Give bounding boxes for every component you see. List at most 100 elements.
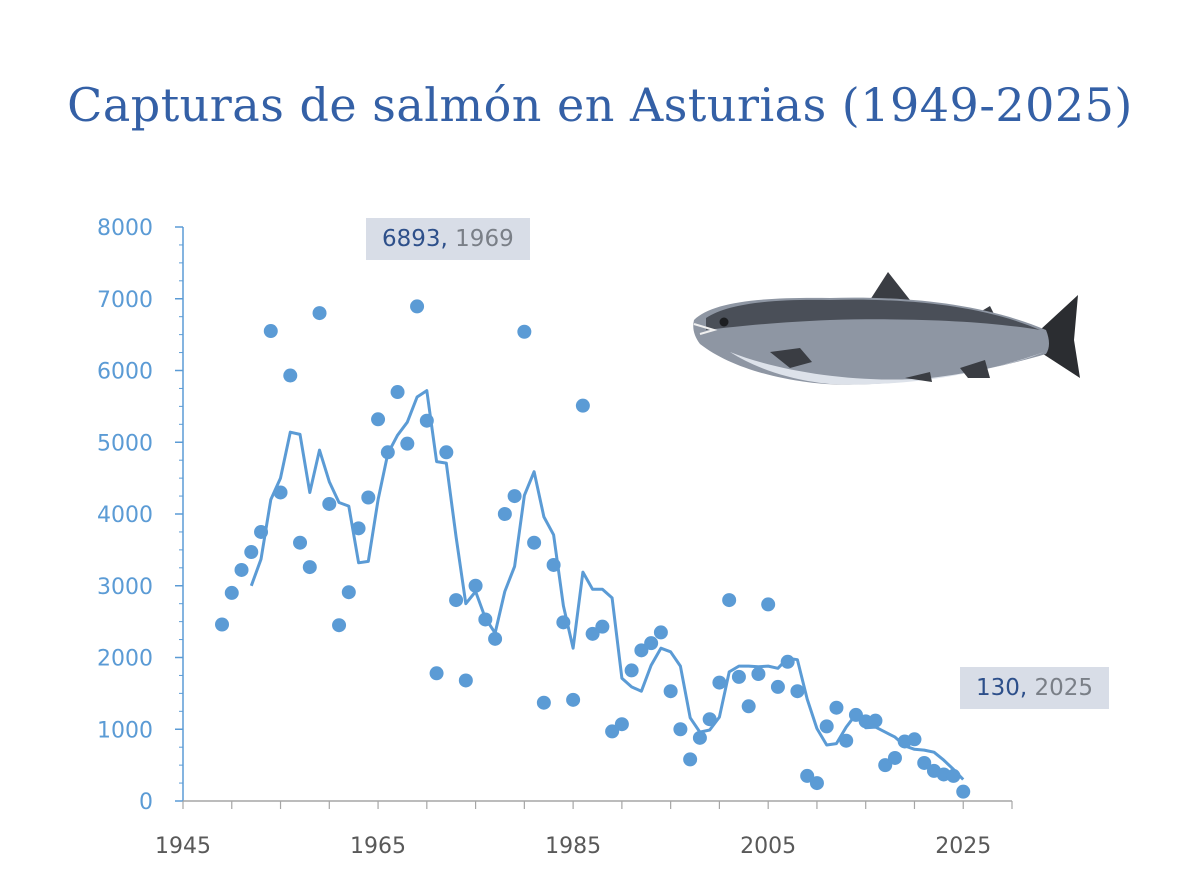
data-point bbox=[458, 673, 473, 688]
data-point bbox=[380, 445, 395, 460]
data-point bbox=[332, 618, 347, 633]
data-point bbox=[575, 398, 590, 413]
x-tick-label: 1965 bbox=[350, 834, 406, 859]
data-point bbox=[907, 732, 922, 747]
data-point bbox=[390, 385, 405, 400]
fish-pectoral-fin bbox=[770, 348, 812, 368]
data-point bbox=[585, 626, 600, 641]
data-point bbox=[712, 675, 727, 690]
fish-dorsal-fin bbox=[870, 272, 910, 300]
data-point bbox=[829, 700, 844, 715]
data-point bbox=[566, 692, 581, 707]
data-point bbox=[683, 752, 698, 767]
fish-back bbox=[706, 299, 1040, 330]
y-tick-label: 3000 bbox=[97, 575, 153, 600]
data-point bbox=[351, 521, 366, 536]
data-point bbox=[614, 717, 629, 732]
fish-tail bbox=[1040, 295, 1080, 378]
data-point bbox=[527, 535, 542, 550]
max-annotation-year: 1969 bbox=[455, 226, 514, 252]
data-point bbox=[361, 490, 376, 505]
data-point bbox=[605, 724, 620, 739]
data-point bbox=[653, 625, 668, 640]
data-point bbox=[770, 679, 785, 694]
fish-mouth bbox=[693, 323, 718, 335]
data-point bbox=[429, 666, 444, 681]
max-annotation-value: 6893 bbox=[382, 226, 441, 252]
data-point bbox=[410, 299, 425, 314]
last-annotation-year: 2025 bbox=[1034, 675, 1094, 701]
max-annotation-sep: , bbox=[440, 226, 448, 252]
data-point bbox=[507, 489, 522, 504]
data-point bbox=[546, 557, 561, 572]
y-tick-label: 2000 bbox=[97, 647, 153, 672]
data-point bbox=[497, 507, 512, 521]
data-point bbox=[624, 663, 639, 678]
data-point bbox=[702, 712, 717, 727]
data-point bbox=[302, 560, 317, 575]
data-point bbox=[556, 615, 571, 630]
y-tick-label: 6000 bbox=[97, 360, 153, 385]
data-point bbox=[273, 485, 288, 500]
data-point bbox=[663, 684, 678, 699]
data-point bbox=[868, 713, 883, 728]
data-point bbox=[956, 784, 971, 799]
data-point bbox=[809, 776, 824, 791]
data-point bbox=[790, 684, 805, 699]
data-point bbox=[751, 667, 766, 682]
fish-belly bbox=[730, 352, 1044, 385]
data-point bbox=[312, 306, 327, 321]
y-tick-label: 7000 bbox=[97, 288, 153, 313]
max-annotation: 6893, 1969 bbox=[366, 218, 530, 260]
y-axis-ticks: 0 1000 2000 3000 4000 5000 6000 7000 8000 bbox=[97, 216, 183, 815]
data-point bbox=[878, 758, 893, 773]
data-points bbox=[215, 299, 971, 799]
data-point bbox=[224, 585, 239, 600]
y-tick-label: 4000 bbox=[97, 503, 153, 528]
moving-average-line bbox=[249, 389, 965, 781]
data-point bbox=[722, 593, 737, 608]
x-tick-label: 2005 bbox=[740, 834, 796, 859]
data-point bbox=[468, 578, 483, 593]
data-point bbox=[439, 445, 454, 460]
data-point bbox=[263, 324, 278, 339]
data-point bbox=[536, 695, 551, 710]
data-point bbox=[478, 612, 493, 627]
y-tick-label: 5000 bbox=[97, 431, 153, 456]
data-point bbox=[215, 617, 230, 632]
data-point bbox=[517, 324, 532, 339]
data-point bbox=[819, 719, 834, 734]
data-point bbox=[839, 733, 854, 748]
y-tick-label: 0 bbox=[139, 790, 153, 815]
data-point bbox=[488, 631, 503, 646]
data-point bbox=[800, 768, 815, 783]
fish-illustration bbox=[693, 272, 1080, 385]
x-tick-label: 1985 bbox=[545, 834, 601, 859]
chart-title: Capturas de salmón en Asturias (1949-202… bbox=[67, 78, 1133, 132]
data-point bbox=[692, 730, 707, 745]
data-point bbox=[400, 436, 415, 451]
data-point bbox=[673, 722, 688, 737]
x-tick-label: 1945 bbox=[155, 834, 211, 859]
data-point bbox=[595, 619, 610, 634]
x-axis-ticks: 1945 1965 1985 2005 2025 bbox=[155, 801, 1013, 859]
data-point bbox=[322, 496, 337, 511]
last-annotation: 130, 2025 bbox=[960, 667, 1110, 709]
data-point bbox=[283, 368, 298, 383]
last-annotation-value: 130 bbox=[976, 675, 1020, 701]
data-point bbox=[293, 535, 308, 550]
data-point bbox=[731, 669, 746, 684]
data-point bbox=[234, 562, 249, 577]
last-annotation-sep: , bbox=[1019, 675, 1028, 701]
data-point bbox=[419, 413, 434, 428]
data-point bbox=[634, 643, 649, 658]
y-tick-label: 1000 bbox=[97, 718, 153, 743]
data-point bbox=[371, 412, 386, 427]
data-point bbox=[917, 755, 932, 770]
data-point bbox=[341, 585, 356, 600]
x-tick-label: 2025 bbox=[935, 834, 991, 859]
data-point bbox=[946, 768, 961, 783]
data-point bbox=[887, 750, 902, 765]
